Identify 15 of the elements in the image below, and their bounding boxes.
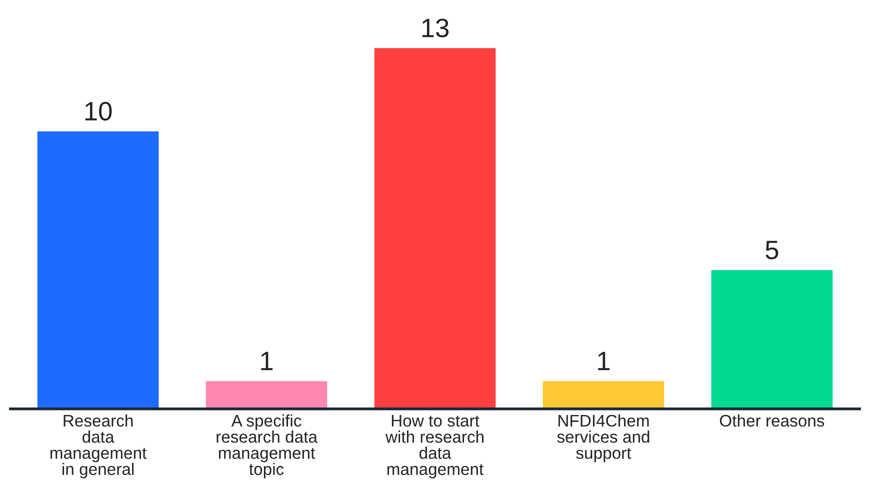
x-tick-label: How to start with research data management bbox=[385, 415, 484, 478]
bar bbox=[206, 381, 328, 409]
bar bbox=[374, 48, 496, 409]
x-tick-label: NFDI4Chem services and support bbox=[557, 414, 650, 462]
data-label: 1 bbox=[598, 352, 610, 370]
bar bbox=[37, 131, 159, 409]
x-tick-label: Research data management in general bbox=[50, 414, 147, 478]
bar bbox=[542, 381, 664, 409]
x-tick-label: A specific research data management topic bbox=[216, 414, 318, 478]
x-tick-label: Other reasons bbox=[720, 414, 824, 427]
data-label: 10 bbox=[85, 102, 112, 121]
bar bbox=[711, 270, 833, 409]
data-label: 13 bbox=[422, 18, 449, 38]
data-label: 5 bbox=[766, 240, 778, 260]
data-label: 1 bbox=[261, 352, 273, 370]
